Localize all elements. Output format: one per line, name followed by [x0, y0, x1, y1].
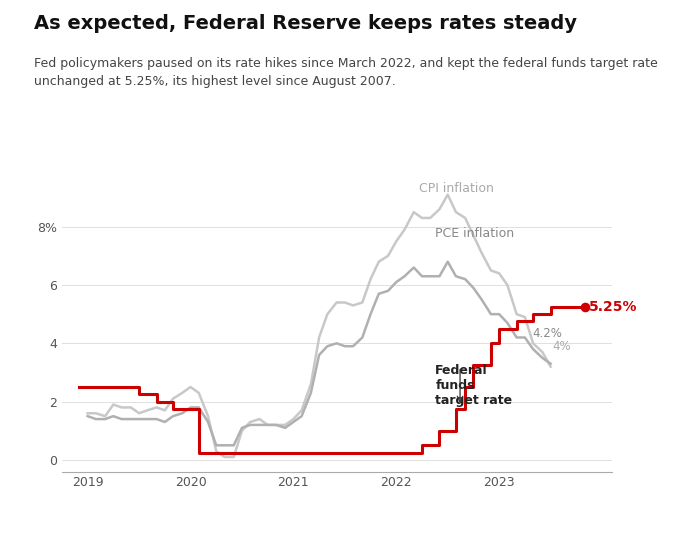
- Text: 4%: 4%: [552, 340, 571, 353]
- Point: [579, 302, 590, 311]
- Text: PCE inflation: PCE inflation: [436, 227, 515, 240]
- Text: 4.2%: 4.2%: [532, 327, 562, 340]
- Text: As expected, Federal Reserve keeps rates steady: As expected, Federal Reserve keeps rates…: [34, 14, 577, 33]
- Text: Fed policymakers paused on its rate hikes since March 2022, and kept the federal: Fed policymakers paused on its rate hike…: [34, 57, 658, 88]
- Text: 5.25%: 5.25%: [589, 300, 637, 314]
- Text: Federal
funds
target rate: Federal funds target rate: [436, 364, 513, 406]
- Text: CPI inflation: CPI inflation: [419, 182, 494, 195]
